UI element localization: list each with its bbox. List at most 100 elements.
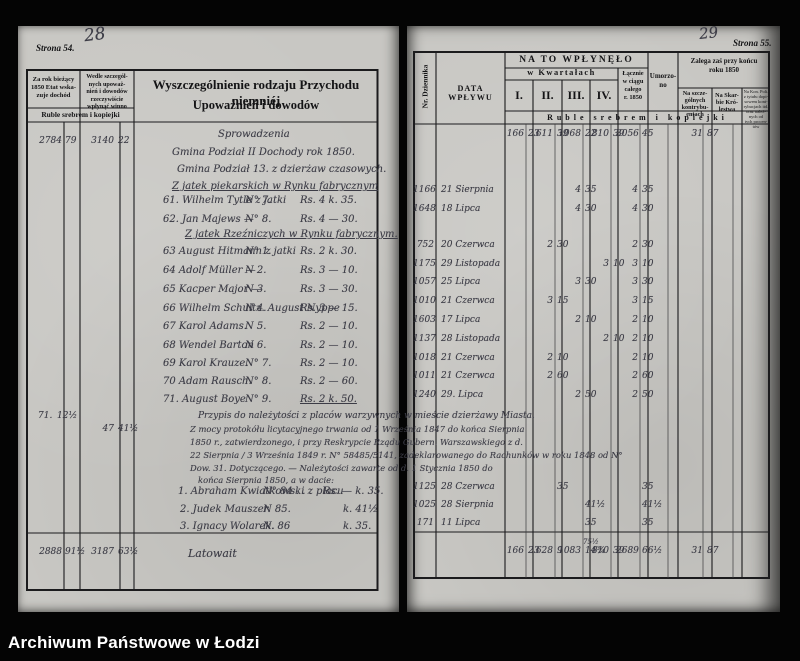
- total-kop: 10: [642, 259, 654, 269]
- plac-entry: 2. Judek Mauszer. N 85. k. 41½: [0, 504, 800, 518]
- etat-kop: 12½: [57, 411, 78, 421]
- group-b-heading: Z jatek Rzeźniczych w Rynku fabrycznym.: [185, 229, 398, 240]
- description-header-line2: Upoważnień i dowodów: [192, 98, 320, 112]
- quarter-1-header: I.: [515, 88, 523, 102]
- total-rub: 2: [632, 390, 638, 400]
- left-page: [18, 26, 399, 612]
- date-received: 21 Czerwca: [441, 371, 495, 381]
- q2-rub: 2: [547, 240, 553, 250]
- q2-kop: 10: [557, 353, 569, 363]
- w-kwartalach-header: w Kwartałach: [527, 68, 596, 77]
- etat-kop: 79: [65, 136, 77, 146]
- entry-text: 64 Adolf Müller —: [163, 265, 256, 276]
- page-label-left: Strona 54.: [36, 43, 75, 53]
- ledger-entry: 70 Adam Rausch. N° 8. Rs. 2 — 60.: [0, 376, 800, 390]
- q2-kop-total: 9: [557, 546, 563, 556]
- total-kop: 45: [642, 129, 654, 139]
- q3-kop: 50: [585, 390, 597, 400]
- q2-rub: 3: [547, 296, 553, 306]
- entry-text: 3. Ignacy Wolarek.: [180, 521, 275, 532]
- q3-kop: 10: [585, 315, 597, 325]
- entry-amount: Rs. 2 k. 50.: [300, 394, 357, 405]
- q3-rub: 1068: [558, 129, 581, 139]
- nr-dziennika-header: Nr. Dziennika: [420, 64, 430, 109]
- entry-amount: Rs. 2 — 10.: [300, 321, 358, 332]
- ledger-entry: 67 Karol Adams. N 5. Rs. 2 — 10.: [0, 321, 800, 335]
- q4-rub-total: 810: [591, 546, 609, 556]
- folio-number-right: 29: [698, 23, 719, 43]
- protocol-line: 22 Sierpnia / 3 Września 1849 r. N° 5848…: [190, 450, 623, 460]
- wedle-rub: 3140: [91, 136, 114, 146]
- journal-row: 752 20 Czerwca 2 30 2 30: [0, 240, 800, 254]
- ledger-entry: 63 August Hitmann z jatki N° 1. Rs. 2 k.…: [0, 246, 800, 260]
- q4-rub: 810: [591, 129, 609, 139]
- ledger-entry: 65 Kacper Major — N 3. Rs. 3 — 30.: [0, 284, 800, 298]
- entry-amount: Rs. 3 — 30.: [300, 284, 358, 295]
- zalega-kop-total: 87: [707, 546, 719, 556]
- journal-row: 1175 29 Listopada 3 10 3 10: [0, 259, 800, 273]
- journal-row: 1011 21 Czerwca 2 60 2 60: [0, 371, 800, 385]
- data-wplywu-header: DATA WPŁYWU: [448, 84, 493, 102]
- przypis-row: 71. 12½ Przypis do należytości z placów …: [0, 411, 800, 425]
- q3-kop: 35: [585, 518, 597, 528]
- description-header-line1: Wyszczególnienie rodzaju Przychodu niemn…: [152, 77, 360, 108]
- q2-kop: 30: [557, 240, 569, 250]
- journal-number: 1025: [413, 500, 436, 510]
- entry-amount: Rs. 2 — 60.: [300, 376, 358, 387]
- na-to-wplynelo-header: NA TO WPŁYNĘŁO: [519, 55, 634, 65]
- total-kop: 35: [642, 482, 654, 492]
- left-summary-row: 2888 91½ 3187 63½ Latowait: [0, 547, 800, 561]
- entry-text: 63 August Hitmann z jatki: [163, 246, 296, 257]
- total-kop: 30: [642, 204, 654, 214]
- q3-rub: 3: [575, 277, 581, 287]
- entry-text: 62. Jan Majews —: [163, 214, 254, 225]
- q1-kop: 23: [528, 129, 540, 139]
- date-received: 18 Lipca: [441, 204, 481, 214]
- entry-text: 1. Abraham Kwiatkowski z placu: [178, 486, 344, 497]
- zalega-rub: 31: [691, 129, 703, 139]
- q1-rub: 166: [506, 129, 524, 139]
- carried-forward-row: 166 23 611 39 1068 22 810 39 3056 45 31 …: [0, 129, 800, 143]
- umorzono-header: Umorzo- no: [649, 72, 677, 89]
- q2-rub: 2: [547, 353, 553, 363]
- grand-total-rub: 2689: [616, 546, 639, 556]
- entry-ref: N° 7.: [245, 358, 272, 369]
- zalega-skarb-header: Na Skar- bie Kró- lestwa: [715, 92, 739, 113]
- date-received: 21 Czerwca: [441, 296, 495, 306]
- entry-ref: N° 7.: [245, 195, 272, 206]
- zalega-kop: 87: [707, 129, 719, 139]
- q2-kop: 15: [557, 296, 569, 306]
- entry-ref: N° 8.: [245, 376, 272, 387]
- entry-text: 70 Adam Rausch.: [163, 376, 252, 387]
- entry-amount: k. 35.: [343, 521, 372, 532]
- total-rub: 2: [632, 315, 638, 325]
- q4-kop: 10: [613, 334, 625, 344]
- journal-row: 1166 21 Sierpnia 4 35 4 35: [0, 185, 800, 199]
- q2-kop: 39: [557, 129, 569, 139]
- ledger-entry: 68 Wendel Barton N 6. Rs. 2 — 10.: [0, 340, 800, 354]
- journal-row: 1125 28 Czerwca 35 35: [0, 482, 800, 496]
- quarter-2-header: II.: [541, 88, 554, 102]
- entry-amount: Rs. 2 — 10.: [300, 358, 358, 369]
- q4-rub: 3: [603, 259, 609, 269]
- entry-ref: N. 86: [263, 521, 291, 532]
- ledger-entry: 66 Wilhelm Schultz. August Nyppe N 4. Rs…: [0, 303, 800, 317]
- journal-number: 1603: [413, 315, 436, 325]
- etat-rub-total: 2888: [39, 547, 62, 557]
- entry-amount: Rs. 3 — 10.: [300, 265, 358, 276]
- zalega-kontrybuenci-header: Na szcze- gólnych kontrybu- entach: [681, 90, 709, 118]
- entry-ref: N 2.: [245, 265, 267, 276]
- group-a-heading: Z jatek piekarskich w Rynku fabrycznym: [172, 181, 379, 192]
- entry-text: 61. Wilhelm Tytle z jatki: [163, 195, 287, 206]
- right-totals-row: 166 23 628 9 1083 14¾ 810 39 2689 66½ 31…: [0, 546, 800, 560]
- q3-correction: 75½: [583, 538, 599, 546]
- date-received: 29 Listopada: [441, 259, 501, 269]
- total-rub: 2: [632, 371, 638, 381]
- protocol-line: Dow. 31. Dotyczącego. — Należytości zawa…: [190, 463, 493, 473]
- journal-number: 1240: [413, 390, 436, 400]
- entry-ref: N 4.: [245, 303, 267, 314]
- protocol-line: Z mocy protokółu licytacyjnego trwania o…: [190, 424, 525, 434]
- entry-ref: N 5.: [245, 321, 267, 332]
